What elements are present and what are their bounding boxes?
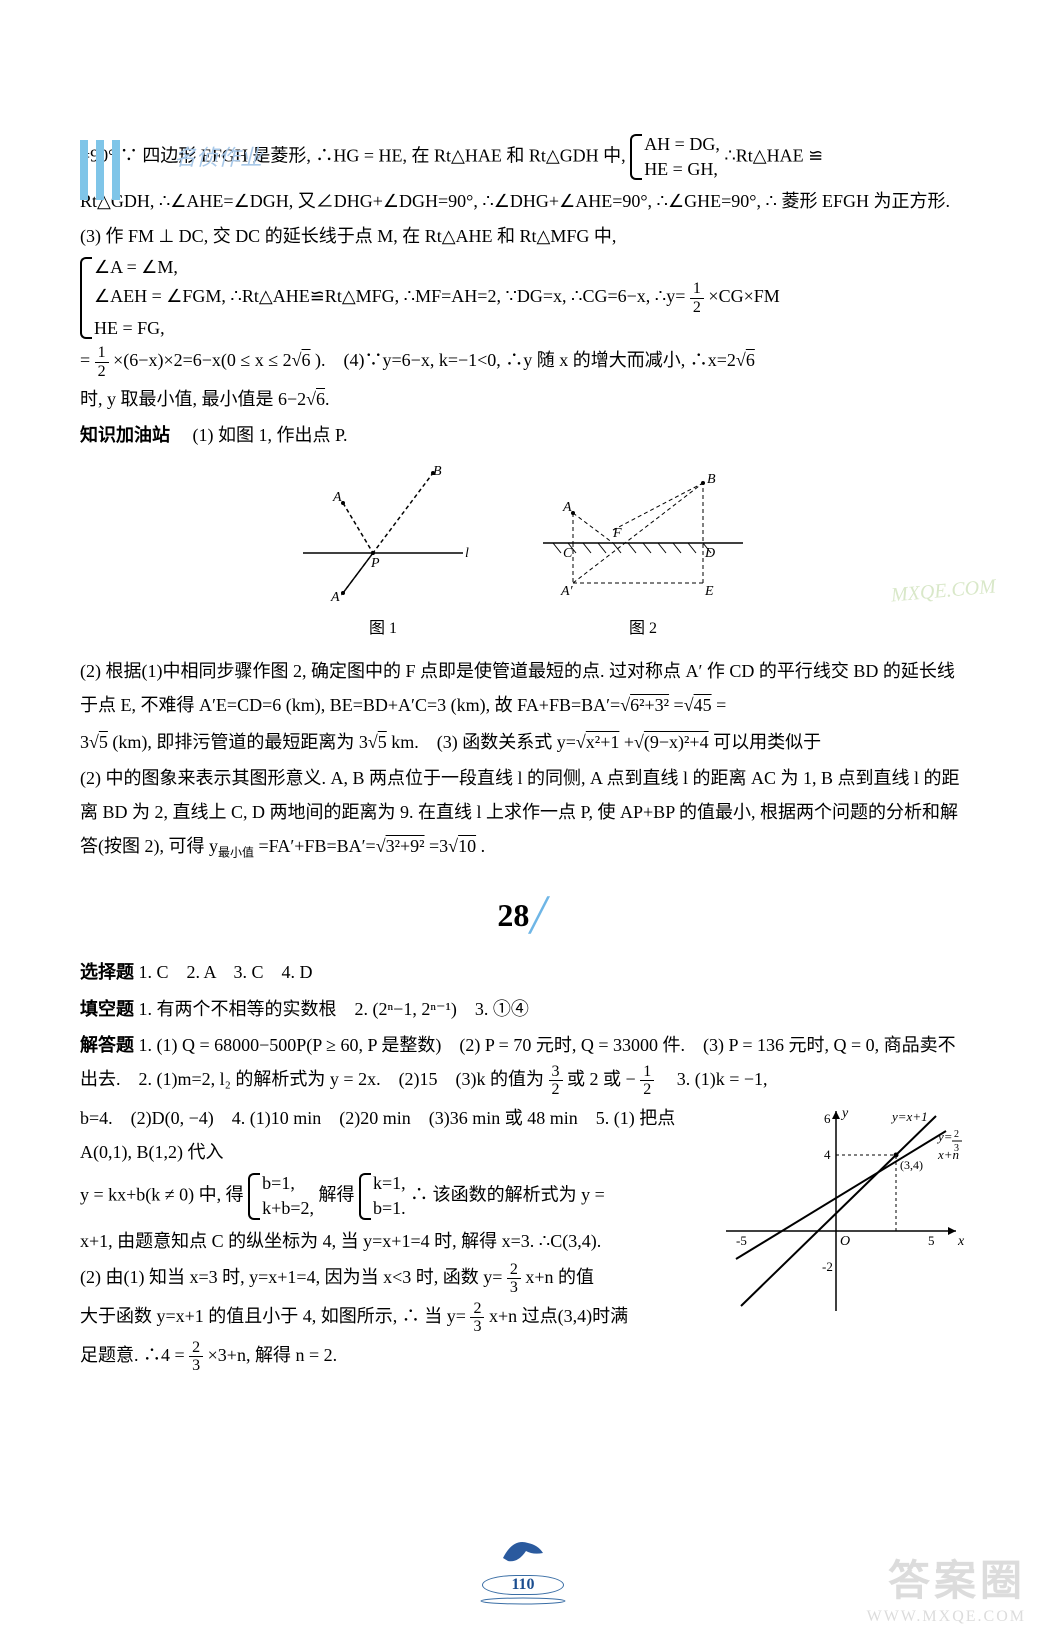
text-line: ∠A = ∠M, ∠AEH = ∠FGM, ∴Rt△AHE≌Rt△MFG, ∴M… <box>80 255 966 342</box>
subsection-heading: 选择题 <box>80 962 134 982</box>
coordinate-graph: x y O -5 5 -2 4 6 (3,4) y=x+1 y= x+n 2 3 <box>706 1101 966 1321</box>
section-heading: 知识加油站 <box>80 425 170 445</box>
svg-text:(3,4): (3,4) <box>900 1158 923 1172</box>
svg-text:5: 5 <box>928 1233 935 1248</box>
text-line: (2) 中的图象来表示其图形意义. A, B 两点位于一段直线 l 的同侧, A… <box>80 761 966 865</box>
subsection-heading: 填空题 <box>80 999 134 1019</box>
svg-text:D: D <box>704 546 715 561</box>
figure-caption: 图 1 <box>293 614 473 644</box>
text-line: = 12 ×(6−x)×2=6−x(0 ≤ x ≤ 2√6 ). (4)∵y=6… <box>80 343 966 380</box>
svg-text:-5: -5 <box>736 1233 747 1248</box>
svg-text:B: B <box>707 472 716 487</box>
page-content: =90°.∵ 四边形 EFGH 是菱形, ∴HG = HE, 在 Rt△HAE … <box>0 110 1046 1375</box>
svg-text:2: 2 <box>954 1129 959 1140</box>
svg-text:C: C <box>563 546 573 561</box>
text-line: (2) 根据(1)中相同步骤作图 2, 确定图中的 F 点即是使管道最短的点. … <box>80 654 966 722</box>
svg-text:A: A <box>562 500 572 515</box>
brace-system: AH = DG, HE = GH, <box>630 132 720 182</box>
brace-system: b=1, k+b=2, <box>248 1171 314 1221</box>
figure-caption: 图 2 <box>533 614 753 644</box>
fig1-svg: l A B A′ P <box>293 463 473 603</box>
svg-text:y=x+1: y=x+1 <box>890 1109 928 1124</box>
logo-bars-icon <box>80 140 130 200</box>
subsection-heading: 解答题 <box>80 1035 134 1055</box>
svg-text:O: O <box>840 1234 850 1249</box>
svg-text:B: B <box>433 464 442 479</box>
figure-2: A B A′ C D E F 图 2 <box>533 463 753 645</box>
svg-text:6: 6 <box>824 1111 831 1126</box>
brace-system: ∠A = ∠M, ∠AEH = ∠FGM, ∴Rt△AHE≌Rt△MFG, ∴M… <box>80 255 780 342</box>
dolphin-icon <box>498 1533 548 1568</box>
text-line: 3√5 (km), 即排污管道的最短距离为 3√5 km. (3) 函数关系式 … <box>80 725 966 759</box>
svg-text:E: E <box>704 584 714 599</box>
svg-text:3: 3 <box>954 1143 959 1154</box>
header-logo: 名侦作业 <box>80 140 280 220</box>
svg-text:x: x <box>957 1234 965 1249</box>
svg-text:P: P <box>370 556 380 571</box>
brace-system: k=1, b=1. <box>359 1171 406 1221</box>
diagram-row: l A B A′ P 图 1 <box>80 463 966 645</box>
page-number: 110 <box>482 1575 564 1595</box>
logo-text: 名侦作业 <box>174 145 262 170</box>
svg-text:A′: A′ <box>560 584 574 599</box>
text-line: 时, y 取最小值, 最小值是 6−2√6. <box>80 382 966 416</box>
watermark-bottom: 答案圈 WWW.MXQE.COM <box>867 1547 1026 1626</box>
svg-text:-2: -2 <box>822 1259 833 1274</box>
figure-1: l A B A′ P 图 1 <box>293 463 473 645</box>
svg-text:A: A <box>332 490 342 505</box>
text-line: 知识加油站 (1) 如图 1, 作出点 P. <box>80 418 966 452</box>
text-line: 选择题 1. C 2. A 3. C 4. D <box>80 955 966 989</box>
svg-text:y: y <box>840 1106 849 1121</box>
footer-underline-icon <box>478 1597 568 1611</box>
svg-text:y=: y= <box>936 1129 953 1144</box>
svg-text:F: F <box>612 526 622 541</box>
text-line: 填空题 1. 有两个不相等的实数根 2. (2ⁿ−1, 2ⁿ⁻¹) 3. ①④ <box>80 992 966 1026</box>
svg-text:l: l <box>465 546 469 561</box>
section-number: 28╱ <box>80 885 966 946</box>
text-line: 解答题 1. (1) Q = 68000−500P(P ≥ 60, P 是整数)… <box>80 1028 966 1099</box>
fig2-svg: A B A′ C D E F <box>533 463 753 603</box>
svg-text:4: 4 <box>824 1147 831 1162</box>
text-line: 足题意. ∴4 = 23 ×3+n, 解得 n = 2. <box>80 1338 966 1375</box>
